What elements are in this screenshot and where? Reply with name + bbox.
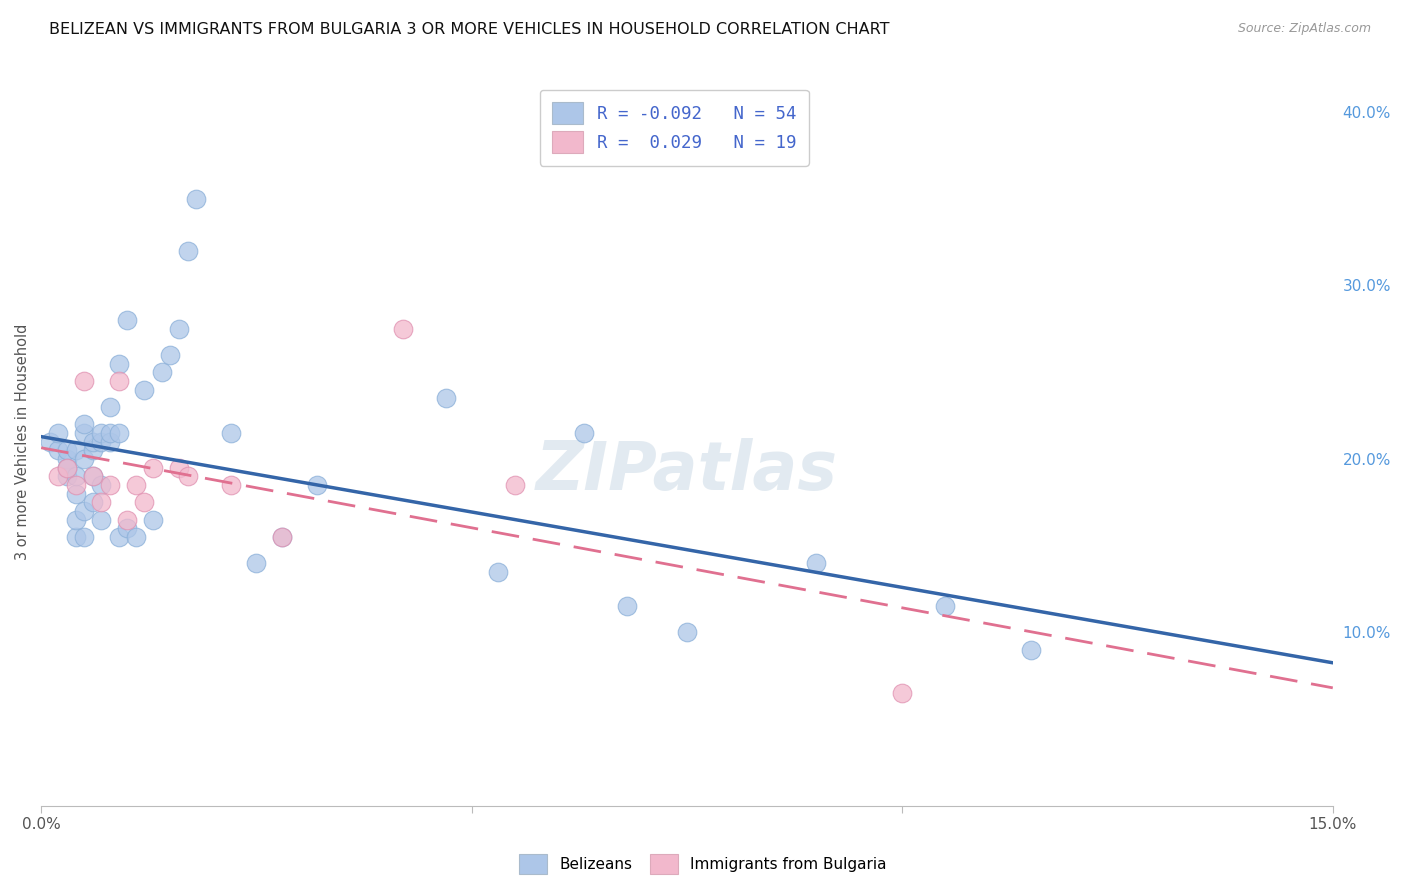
Point xyxy=(82,495,104,509)
Point xyxy=(65,469,87,483)
Point xyxy=(391,322,413,336)
Point xyxy=(125,478,148,492)
Point xyxy=(98,478,121,492)
Point xyxy=(82,469,104,483)
Text: Source: ZipAtlas.com: Source: ZipAtlas.com xyxy=(1237,22,1371,36)
Point xyxy=(572,425,595,440)
Point xyxy=(142,512,165,526)
Point xyxy=(934,599,956,614)
Point xyxy=(56,451,79,466)
Point xyxy=(65,512,87,526)
Point xyxy=(107,425,129,440)
Point xyxy=(134,383,156,397)
Point xyxy=(115,313,138,327)
Point xyxy=(90,478,112,492)
Point xyxy=(107,530,129,544)
Point xyxy=(98,400,121,414)
Point xyxy=(98,425,121,440)
Point xyxy=(107,374,129,388)
Point xyxy=(271,530,294,544)
Point xyxy=(65,486,87,500)
Point xyxy=(46,469,69,483)
Point xyxy=(125,530,148,544)
Point xyxy=(616,599,638,614)
Text: ZIPatlas: ZIPatlas xyxy=(536,438,838,504)
Point xyxy=(46,425,69,440)
Point xyxy=(82,469,104,483)
Point xyxy=(38,434,60,449)
Point xyxy=(115,521,138,535)
Point xyxy=(56,443,79,458)
Point xyxy=(90,425,112,440)
Point xyxy=(82,443,104,458)
Text: BELIZEAN VS IMMIGRANTS FROM BULGARIA 3 OR MORE VEHICLES IN HOUSEHOLD CORRELATION: BELIZEAN VS IMMIGRANTS FROM BULGARIA 3 O… xyxy=(49,22,890,37)
Point xyxy=(82,434,104,449)
Point xyxy=(134,495,156,509)
Point xyxy=(804,556,827,570)
Point xyxy=(676,625,699,640)
Point xyxy=(73,425,96,440)
Point xyxy=(65,530,87,544)
Point xyxy=(65,478,87,492)
Point xyxy=(90,512,112,526)
Point xyxy=(305,478,328,492)
Point xyxy=(176,244,198,258)
Point xyxy=(219,425,242,440)
Point xyxy=(434,391,457,405)
Point xyxy=(56,460,79,475)
Point xyxy=(65,443,87,458)
Point xyxy=(90,495,112,509)
Point xyxy=(73,504,96,518)
Point xyxy=(115,512,138,526)
Legend: R = -0.092   N = 54, R =  0.029   N = 19: R = -0.092 N = 54, R = 0.029 N = 19 xyxy=(540,90,808,166)
Point xyxy=(1021,642,1043,657)
Point xyxy=(73,530,96,544)
Point xyxy=(107,357,129,371)
Point xyxy=(46,443,69,458)
Point xyxy=(90,434,112,449)
Point xyxy=(56,460,79,475)
Point xyxy=(184,192,207,206)
Legend: Belizeans, Immigrants from Bulgaria: Belizeans, Immigrants from Bulgaria xyxy=(513,848,893,880)
Point xyxy=(486,565,509,579)
Point xyxy=(271,530,294,544)
Point xyxy=(159,348,181,362)
Point xyxy=(245,556,267,570)
Point xyxy=(73,451,96,466)
Point xyxy=(167,460,190,475)
Point xyxy=(150,365,173,379)
Point xyxy=(73,374,96,388)
Point xyxy=(98,434,121,449)
Point xyxy=(167,322,190,336)
Y-axis label: 3 or more Vehicles in Household: 3 or more Vehicles in Household xyxy=(15,323,30,559)
Point xyxy=(142,460,165,475)
Point xyxy=(56,469,79,483)
Point xyxy=(56,460,79,475)
Point xyxy=(73,417,96,432)
Point xyxy=(219,478,242,492)
Point xyxy=(891,686,914,700)
Point xyxy=(176,469,198,483)
Point xyxy=(503,478,526,492)
